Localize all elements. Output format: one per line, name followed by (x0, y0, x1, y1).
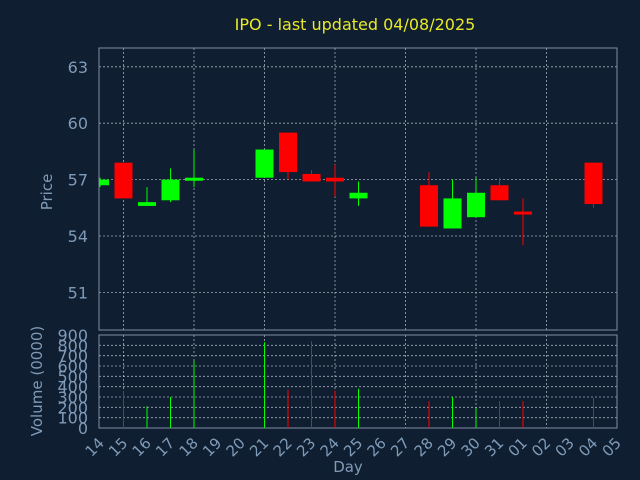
volume-tick-label: 300 (57, 388, 88, 407)
price-candles (99, 132, 603, 246)
candle-body (514, 211, 532, 215)
price-tick-label: 63 (68, 58, 88, 77)
chart-title: IPO - last updated 04/08/2025 (235, 15, 476, 34)
candle-body (138, 202, 156, 206)
day-tick-label: 14 (82, 434, 108, 460)
day-tick-label: 27 (387, 434, 413, 460)
day-tick-label: 03 (552, 434, 578, 460)
candle-body (99, 179, 109, 186)
volume-bars (123, 341, 594, 428)
day-tick-label: 26 (364, 434, 390, 460)
day-axis-ticks: 1415161718192021222324252627282930310102… (82, 434, 625, 460)
day-tick-label: 18 (176, 434, 202, 460)
day-tick-label: 20 (223, 434, 249, 460)
candle-body (326, 177, 344, 182)
day-tick-label: 05 (599, 434, 625, 460)
day-tick-label: 02 (528, 434, 554, 460)
volume-tick-label: 900 (57, 326, 88, 345)
volume-tick-label: 100 (57, 409, 88, 428)
day-tick-label: 04 (575, 434, 601, 460)
price-panel-frame (98, 47, 618, 331)
price-axis-label: Price (38, 174, 56, 211)
candle-body (443, 198, 462, 229)
x-axis-label: Day (333, 458, 363, 476)
volume-tick-label: 0 (78, 419, 88, 438)
price-tick-label: 51 (68, 283, 88, 302)
day-tick-label: 01 (505, 434, 531, 460)
candle-body (420, 185, 438, 227)
day-tick-label: 25 (340, 434, 366, 460)
day-tick-label: 31 (481, 434, 507, 460)
volume-tick-label: 200 (57, 398, 88, 417)
candle-body (302, 173, 321, 182)
price-tick-label: 57 (68, 171, 88, 190)
price-tick-label: 54 (68, 227, 88, 246)
day-tick-label: 28 (411, 434, 437, 460)
volume-tick-label: 700 (57, 347, 88, 366)
day-tick-label: 22 (270, 434, 296, 460)
day-tick-label: 23 (293, 434, 319, 460)
day-tick-label: 19 (199, 434, 225, 460)
candle-body (490, 185, 509, 201)
candle-body (279, 132, 297, 173)
price-axis-ticks: 51 54 57 60 63 (68, 58, 88, 303)
candle-body (255, 149, 274, 178)
day-tick-label: 16 (129, 434, 155, 460)
candle-body (114, 162, 133, 199)
volume-tick-label: 500 (57, 367, 88, 386)
price-tick-label: 60 (68, 114, 88, 133)
candle-body (467, 192, 485, 218)
day-tick-label: 29 (434, 434, 460, 460)
candle-body (161, 179, 180, 201)
grid-lines (99, 48, 618, 428)
day-tick-label: 24 (317, 434, 343, 460)
day-tick-label: 15 (105, 434, 131, 460)
day-tick-label: 17 (152, 434, 178, 460)
day-tick-label: 30 (458, 434, 484, 460)
volume-tick-label: 600 (57, 357, 88, 376)
candle-body (349, 192, 368, 199)
day-tick-label: 21 (246, 434, 272, 460)
candle-body (584, 162, 603, 205)
volume-tick-label: 400 (57, 378, 88, 397)
volume-axis-label: Volume (0000) (28, 326, 46, 436)
volume-tick-label: 800 (57, 336, 88, 355)
candle-body (185, 177, 203, 181)
